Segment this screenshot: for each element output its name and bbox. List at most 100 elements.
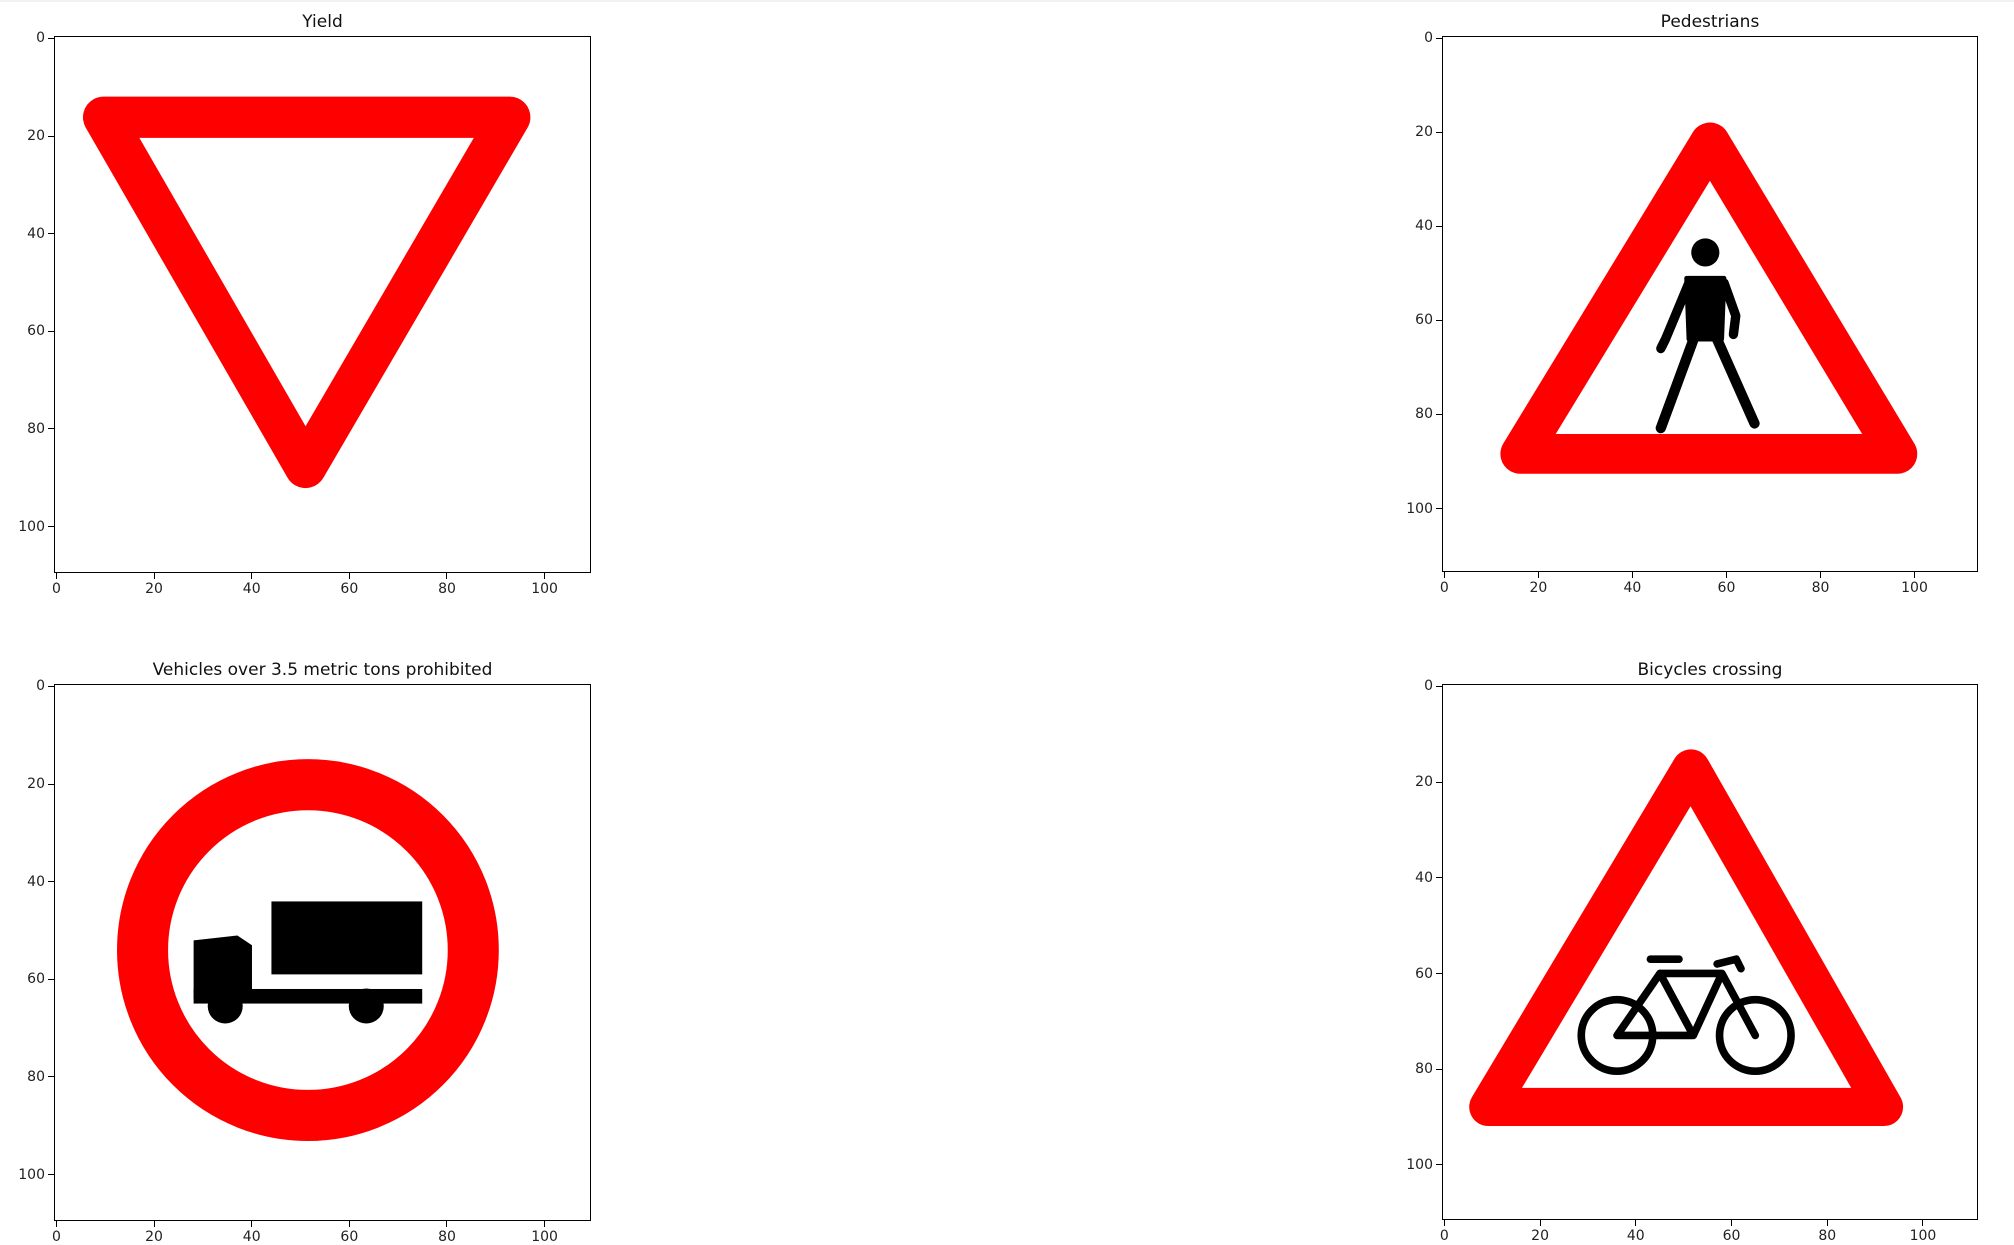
y-tick-mark [48, 233, 54, 235]
bicycle-figure [1577, 955, 1795, 1076]
left-leg [1655, 333, 1699, 434]
truck-figure [193, 901, 423, 1024]
y-tick-mark [48, 685, 54, 687]
x-tick-mark [1731, 1220, 1733, 1226]
y-tick-mark [1436, 319, 1442, 321]
x-tick-mark [1443, 572, 1445, 578]
x-tick-label: 60 [340, 1229, 359, 1245]
y-tick-label: 80 [27, 1068, 45, 1085]
x-tick-label: 60 [340, 581, 359, 597]
x-tick-label: 80 [1818, 1228, 1837, 1244]
x-tick-label: 100 [531, 1229, 558, 1245]
y-tick-mark [1436, 1068, 1442, 1070]
x-tick-mark [1631, 572, 1633, 578]
x-tick-label: 20 [1529, 580, 1548, 596]
y-tick-mark [48, 135, 54, 137]
x-tick-label: 0 [1439, 580, 1449, 596]
sign-image [82, 96, 531, 489]
y-tick-mark [1436, 413, 1442, 415]
y-tick-mark [1436, 37, 1442, 39]
y-tick-label: 40 [1415, 869, 1433, 886]
x-tick-mark [446, 573, 448, 579]
image-axes [54, 36, 591, 573]
x-tick-label: 40 [242, 1229, 261, 1245]
y-tick-mark [1436, 508, 1442, 510]
y-tick-mark [48, 1076, 54, 1078]
y-tick-label: 20 [1415, 124, 1433, 141]
pedestrians-sign-icon [1500, 122, 1918, 474]
x-tick-label: 80 [1811, 580, 1830, 596]
x-tick-label: 80 [438, 1229, 456, 1245]
y-tick-mark [1436, 131, 1442, 133]
image-axes [1442, 36, 1978, 572]
y-tick-mark [1436, 225, 1442, 227]
y-tick-mark [1436, 973, 1442, 975]
y-tick-label: 20 [27, 776, 45, 793]
x-tick-label: 60 [1722, 1228, 1741, 1244]
x-tick-mark [1922, 1220, 1924, 1226]
rear-wheel [348, 988, 384, 1024]
y-tick-label: 80 [1415, 406, 1433, 423]
x-tick-label: 0 [51, 581, 61, 597]
sign-image [1469, 749, 1904, 1127]
y-tick-label: 60 [1415, 965, 1433, 982]
x-tick-mark [1826, 1220, 1828, 1226]
sign-border [117, 759, 499, 1141]
x-tick-mark [348, 1221, 350, 1227]
x-tick-label: 40 [242, 581, 261, 597]
right-leg [1711, 333, 1760, 429]
y-tick-mark [1436, 877, 1442, 879]
y-tick-label: 0 [1424, 30, 1433, 47]
cargo-box [271, 901, 423, 975]
y-tick-label: 0 [36, 678, 45, 695]
x-tick-label: 0 [51, 1229, 61, 1245]
x-tick-label: 40 [1626, 1228, 1645, 1244]
subplot-title: Yield [302, 12, 343, 32]
y-tick-label: 0 [1424, 678, 1433, 695]
y-tick-mark [48, 526, 54, 528]
yield-sign-icon [82, 96, 531, 489]
sign-border [1469, 749, 1904, 1127]
y-tick-label: 40 [27, 225, 45, 242]
x-tick-label: 60 [1717, 580, 1736, 596]
x-tick-mark [55, 1221, 57, 1227]
y-tick-mark [48, 881, 54, 883]
x-tick-mark [251, 573, 253, 579]
pedestrian-figure [1655, 238, 1760, 434]
x-tick-label: 100 [1909, 1228, 1937, 1244]
y-tick-mark [1436, 685, 1442, 687]
y-tick-mark [1436, 1164, 1442, 1166]
sign-border [1500, 122, 1918, 474]
x-tick-mark [1914, 572, 1916, 578]
y-tick-label: 40 [27, 873, 45, 890]
x-tick-label: 40 [1623, 580, 1642, 596]
bicycles-crossing-sign-icon [1469, 749, 1904, 1127]
x-tick-mark [1443, 1220, 1445, 1226]
frame [1613, 955, 1760, 1040]
x-tick-mark [1725, 572, 1727, 578]
y-tick-mark [48, 330, 54, 332]
y-tick-label: 60 [27, 323, 45, 340]
y-tick-label: 100 [18, 1166, 45, 1183]
front-wheel [207, 988, 243, 1024]
y-tick-label: 100 [18, 518, 45, 535]
torso [1684, 275, 1727, 342]
head [1691, 238, 1720, 267]
y-tick-mark [48, 428, 54, 430]
y-tick-label: 100 [1406, 500, 1433, 517]
sign-border [82, 96, 531, 489]
x-tick-label: 100 [1901, 580, 1928, 596]
y-tick-label: 80 [1415, 1061, 1433, 1078]
front-wheel [1715, 995, 1795, 1076]
subplot-title: Vehicles over 3.5 metric tons prohibited [152, 660, 493, 680]
x-tick-mark [544, 573, 546, 579]
x-tick-mark [251, 1221, 253, 1227]
subplot-title: Pedestrians [1660, 12, 1760, 32]
y-tick-label: 40 [1415, 218, 1433, 235]
x-tick-label: 100 [531, 581, 558, 597]
y-tick-mark [48, 1174, 54, 1176]
x-tick-label: 20 [145, 581, 163, 597]
y-tick-mark [48, 783, 54, 785]
y-tick-mark [48, 978, 54, 980]
x-tick-label: 20 [1531, 1228, 1550, 1244]
